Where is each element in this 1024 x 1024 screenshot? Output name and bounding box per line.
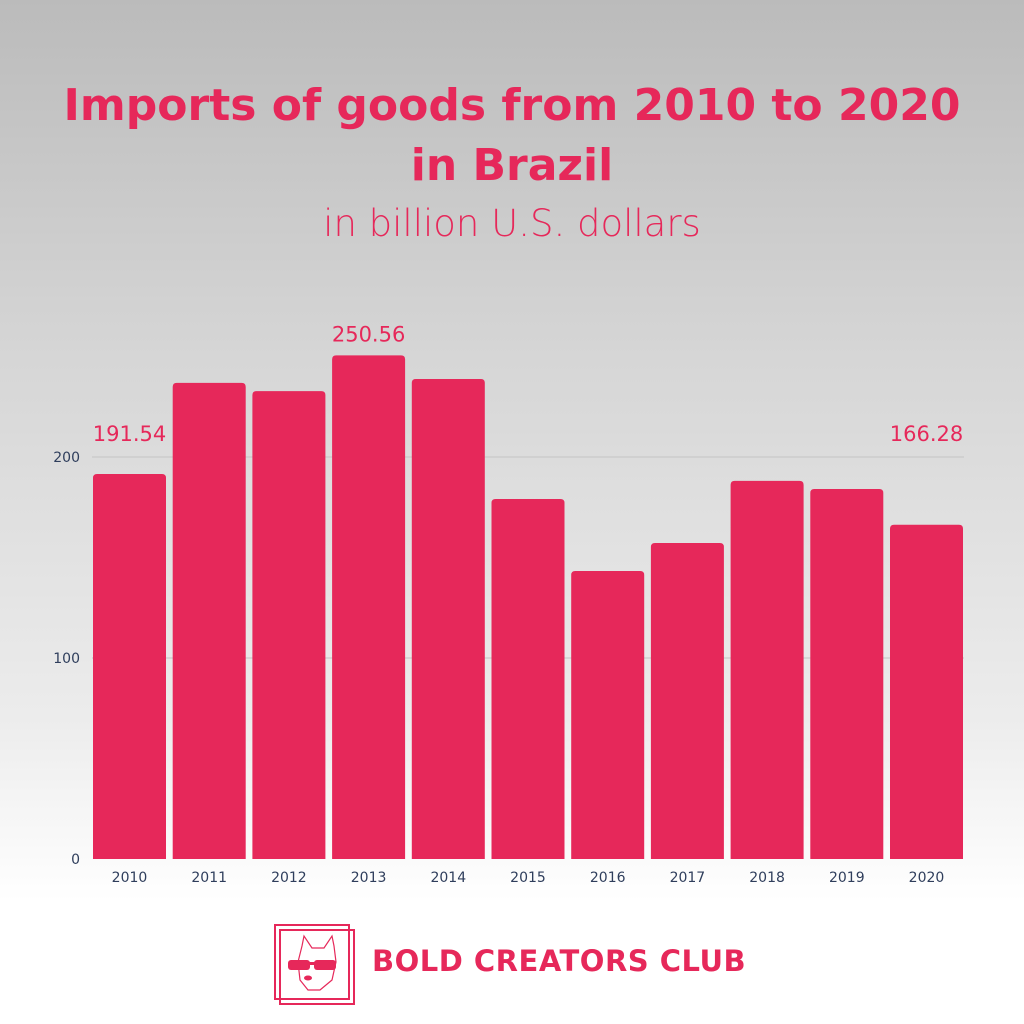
bar-2011 (172, 382, 246, 859)
y-tick-label: 200 (53, 450, 80, 466)
chart-title: Imports of goods from 2010 to 2020 in Br… (0, 76, 1024, 196)
bar-2010 (93, 474, 166, 859)
x-tick-label: 2018 (749, 870, 785, 886)
bar-2017 (650, 543, 724, 859)
x-tick-label: 2014 (430, 870, 466, 886)
bar-2016 (571, 570, 645, 859)
y-tick-label: 0 (71, 852, 80, 868)
bar-2015 (491, 499, 565, 859)
data-label-2010: 191.54 (93, 422, 166, 446)
bulldog-logo-icon (274, 924, 355, 1005)
bar-2012 (252, 391, 326, 859)
bar-2018 (730, 480, 804, 859)
x-tick-label: 2010 (112, 870, 148, 886)
chart-subtitle: in billion U.S. dollars (323, 202, 701, 245)
x-tick-label: 2020 (909, 870, 945, 886)
chart-title-text: Imports of goods from 2010 to 2020 in Br… (63, 80, 961, 191)
bar-2013 (332, 355, 406, 859)
x-tick-label: 2016 (590, 870, 626, 886)
data-label-2013: 250.56 (332, 322, 405, 346)
bar-2019 (810, 488, 884, 859)
x-tick-label: 2011 (191, 870, 227, 886)
bar-2020 (890, 524, 963, 859)
x-tick-label: 2015 (510, 870, 546, 886)
x-tick-label: 2013 (351, 870, 387, 886)
x-tick-label: 2017 (670, 870, 706, 886)
bar-2014 (411, 379, 485, 859)
x-tick-label: 2012 (271, 870, 307, 886)
data-label-2020: 166.28 (890, 422, 963, 446)
brand-name: BOLD CREATORS CLUB (372, 944, 747, 978)
x-tick-label: 2019 (829, 870, 865, 886)
y-tick-label: 100 (53, 651, 80, 667)
